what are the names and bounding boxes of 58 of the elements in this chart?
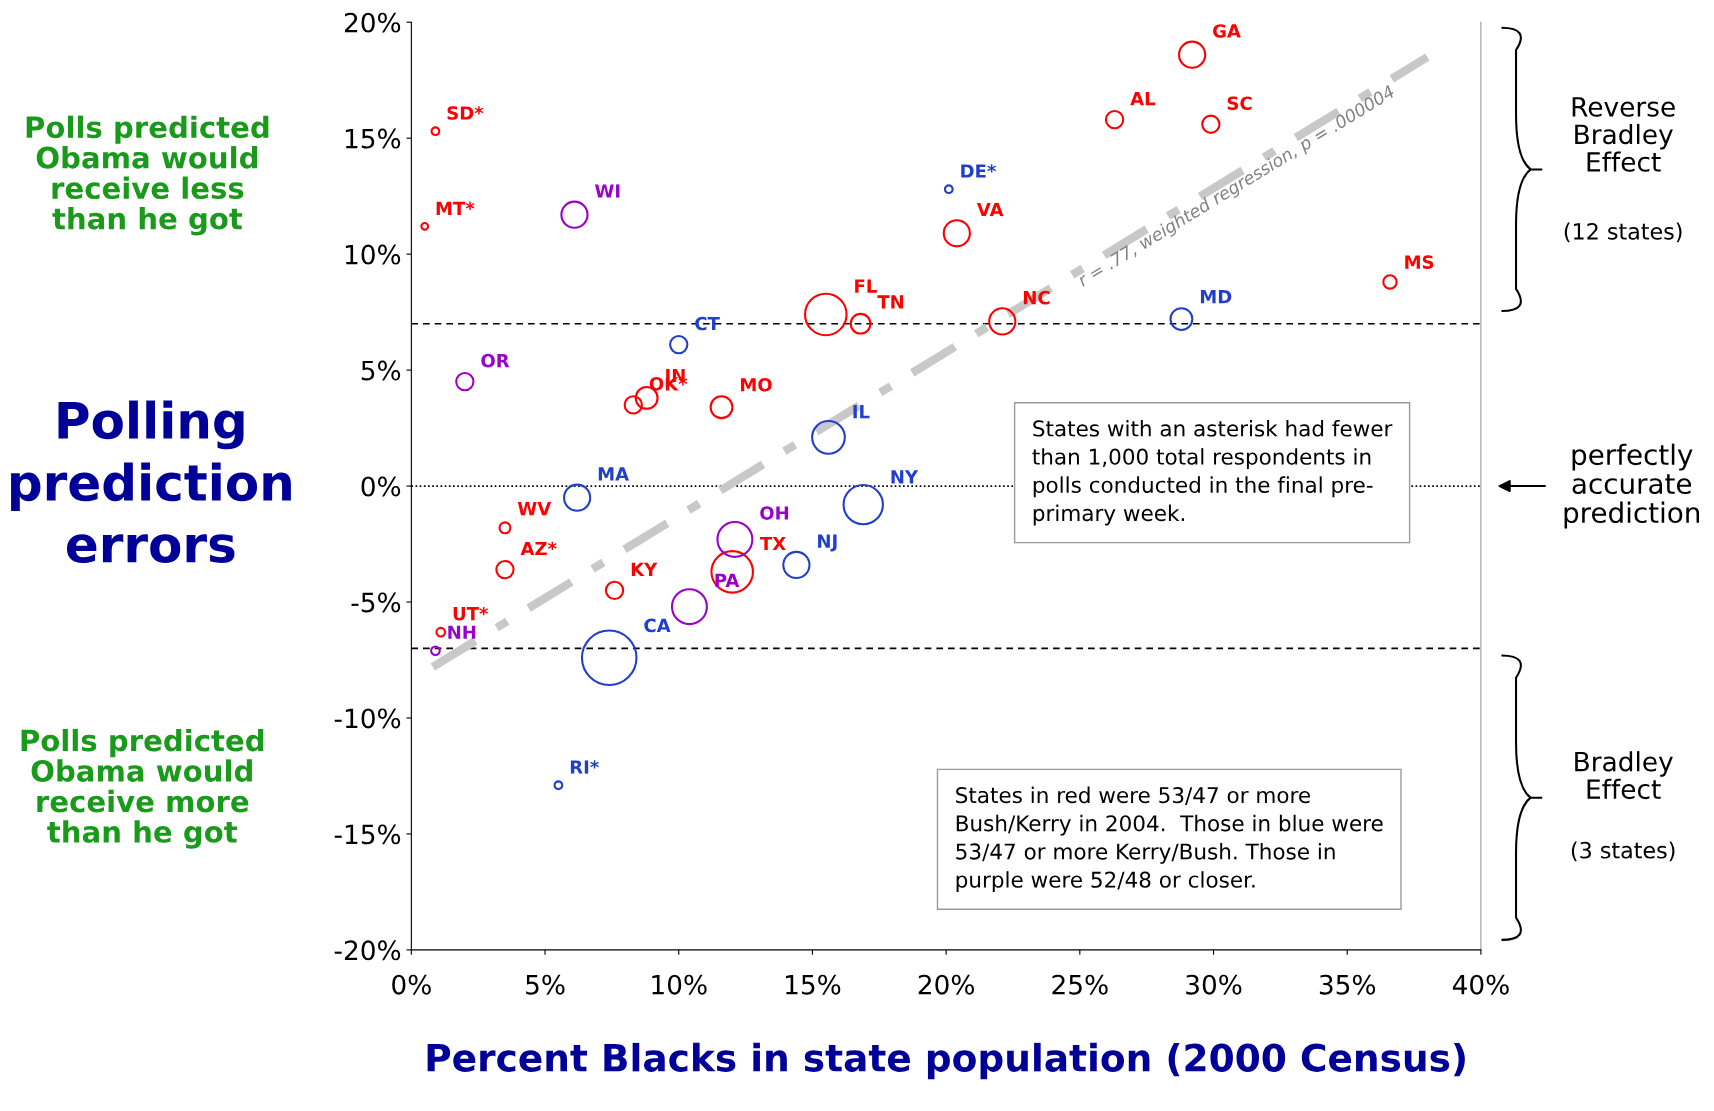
x-tick-label: 10% (652, 974, 707, 995)
data-label: MS (1405, 255, 1434, 269)
data-label: FL (855, 279, 877, 293)
x-tick-label: 40% (1452, 974, 1509, 995)
data-label: NH (448, 625, 476, 639)
data-label: SD* (447, 106, 484, 120)
data-label: AL (1130, 91, 1156, 106)
data-label: MT* (436, 201, 475, 215)
data-label: WI (595, 184, 620, 198)
y-tick-label: 0% (361, 476, 401, 497)
data-label: WV (517, 502, 552, 516)
text: (3 states) (1571, 841, 1675, 862)
data-label: GA (1213, 24, 1241, 38)
data-label: AZ* (520, 541, 557, 556)
data-label: IL (853, 405, 870, 419)
y-tick-label: -10% (334, 708, 401, 729)
data-label: RI* (570, 760, 599, 774)
text: Reverse Bradley Effect (1572, 97, 1675, 172)
data-label: MO (741, 377, 772, 392)
text: Bradley Effect (1575, 751, 1673, 800)
y-tick-label: 20% (344, 12, 401, 33)
data-label: PA (715, 573, 740, 587)
y-tick-label: 10% (345, 244, 401, 265)
x-tick-label: 0% (392, 974, 431, 995)
x-axis-title: Percent Blacks in state population (2000 Census) (427, 1042, 1465, 1080)
data-label: UT* (453, 606, 489, 621)
data-label: NC (1023, 290, 1050, 305)
data-label: MD (1200, 290, 1232, 304)
x-tick-label: 25% (1052, 974, 1108, 995)
data-label: DE* (961, 164, 996, 178)
y-tick-label: 5% (361, 360, 401, 381)
x-tick-label: 30% (1186, 974, 1242, 995)
text: Polls predicted Obama would receive more than he got (21, 728, 264, 849)
data-label: TX (760, 536, 786, 551)
x-tick-label: 20% (918, 974, 974, 995)
annotation: States in red were 53/47 or more Bush/Kerry in 2004. Those in blue were 53/47 or more Kerry/Bush. Those in purple were 52/48 or closer. (956, 786, 1383, 893)
x-tick-label: 5% (526, 974, 565, 995)
data-label: MA (598, 467, 630, 481)
text: (12 states) (1564, 222, 1682, 243)
x-tick-label: 35% (1319, 974, 1376, 995)
data-label: OR (481, 353, 510, 368)
data-label: NJ (818, 534, 837, 552)
y-tick-label: -15% (334, 824, 401, 845)
text: perfectly accurate prediction (1564, 443, 1700, 529)
y-axis-title: Polling prediction errors (11, 400, 291, 564)
y-tick-label: -5% (351, 592, 401, 613)
annotation: States with an asterisk had fewer than 1,000 total respondents in polls conducted in the final pre- primary week. (1032, 419, 1393, 526)
x-tick-label: 15% (786, 974, 841, 995)
text: Polls predicted Obama would receive less than he got (26, 115, 269, 236)
data-label: SC (1227, 96, 1252, 111)
data-label: NY (891, 470, 919, 484)
data-label: CA (644, 618, 671, 633)
y-tick-label: 15% (345, 128, 401, 149)
data-label: KY (631, 562, 658, 576)
data-label: VA (976, 202, 1004, 217)
data-label: OH (760, 506, 789, 520)
y-tick-label: -20% (334, 940, 401, 961)
data-label: TN (877, 295, 904, 309)
